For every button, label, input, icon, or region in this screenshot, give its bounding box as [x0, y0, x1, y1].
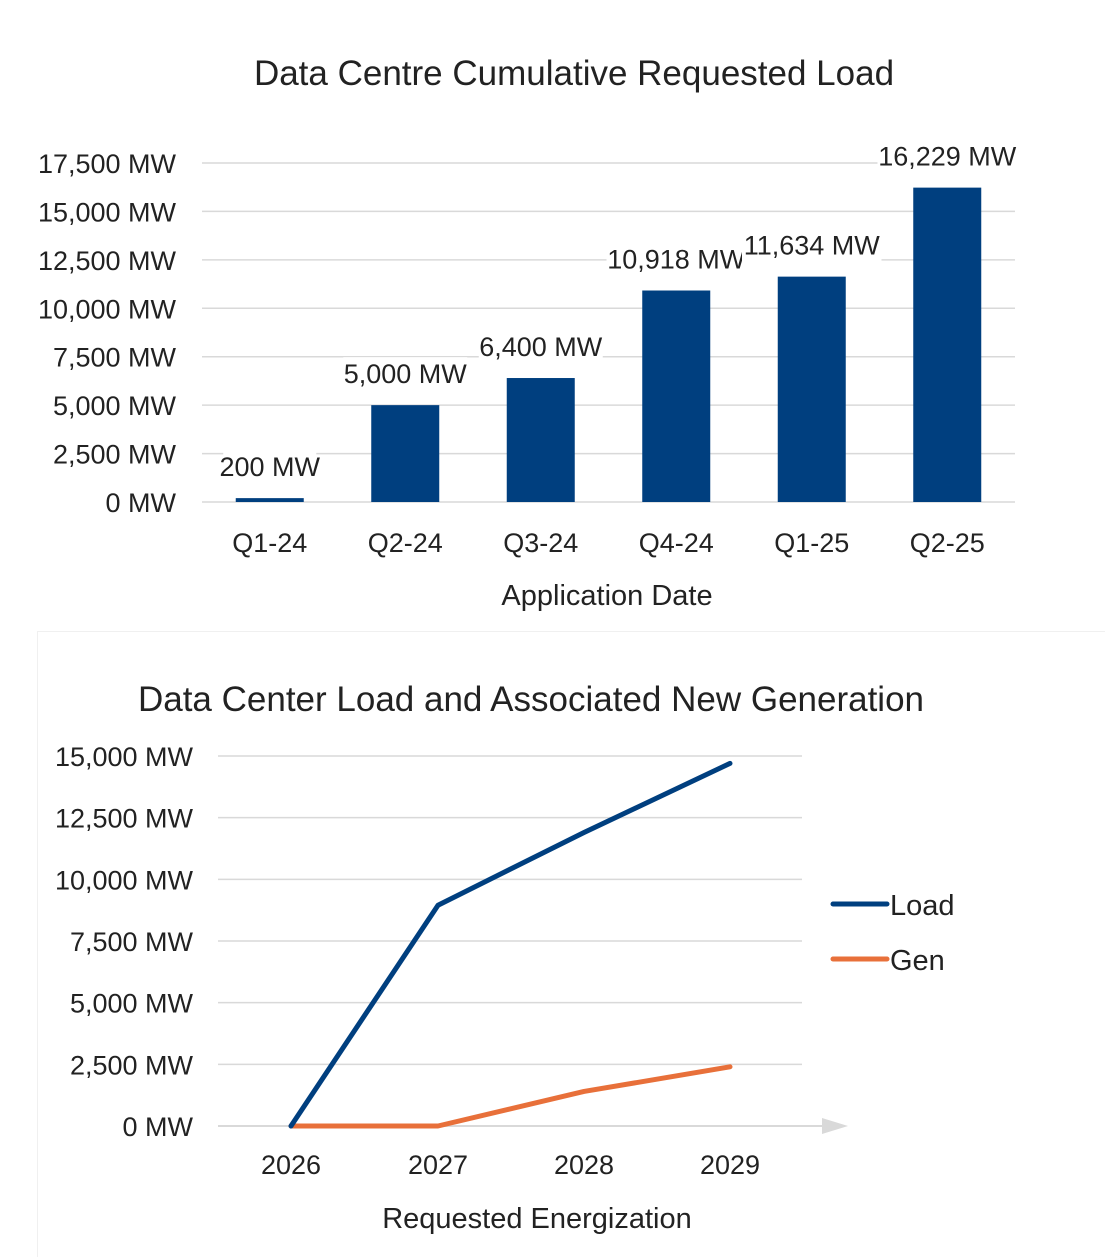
chart-1-data-label-bg: [223, 450, 317, 485]
chart-1-y-tick-label: 17,500 MW: [38, 149, 177, 179]
chart-2-y-tick-label: 12,500 MW: [55, 804, 194, 834]
chart-1-title: Data Centre Cumulative Requested Load: [254, 54, 894, 93]
chart-2-y-tick-label: 2,500 MW: [70, 1050, 194, 1080]
chart-1-data-label: 5,000 MW: [344, 359, 468, 389]
chart-1-y-tick-label: 0 MW: [106, 488, 177, 518]
chart-1-x-axis: Q1-24 Q2-24 Q3-24 Q4-24 Q1-25 Q2-25: [232, 528, 985, 558]
line-chart: Data Center Load and Associated New Gene…: [55, 680, 955, 1235]
chart-2-series-line-load: [288, 760, 733, 1129]
chart-2-panel: [38, 632, 1106, 1258]
chart-2-series: [288, 760, 733, 1129]
chart-1-bar: [235, 498, 304, 502]
chart-1-x-tick-label: Q2-24: [368, 528, 443, 558]
chart-2-x-axis: 2026 2027 2028 2029: [261, 1150, 760, 1180]
chart-2-series-line-gen: [288, 1064, 733, 1129]
chart-1-bars: [235, 187, 982, 502]
chart-1-data-label-bg: [606, 242, 746, 277]
chart-2-x-tick-label: 2027: [408, 1150, 468, 1180]
chart-2-legend: Load Gen: [830, 890, 955, 977]
chart-1-y-tick-label: 5,000 MW: [53, 391, 177, 421]
chart-2-y-tick-label: 7,500 MW: [70, 927, 194, 957]
chart-1-y-tick-label: 15,000 MW: [38, 197, 177, 227]
chart-1-gridlines: [202, 162, 1015, 503]
legend-label-load: Load: [890, 890, 955, 922]
chart-1-x-tick-label: Q1-25: [774, 528, 849, 558]
chart-2-x-axis-arrow: [822, 1118, 848, 1134]
chart-2-x-tick-label: 2029: [700, 1150, 760, 1180]
chart-2-x-tick-label: 2026: [261, 1150, 321, 1180]
chart-1-y-tick-label: 12,500 MW: [38, 246, 177, 276]
chart-1-x-tick-label: Q4-24: [639, 528, 714, 558]
chart-1-data-label: 11,634 MW: [744, 231, 881, 261]
chart-2-y-tick-label: 15,000 MW: [55, 742, 194, 772]
chart-1-bar: [642, 290, 711, 502]
chart-1-bar: [777, 276, 846, 502]
chart-2-x-tick-label: 2028: [554, 1150, 614, 1180]
chart-2-x-axis-label: Requested Energization: [382, 1203, 692, 1235]
chart-2-title: Data Center Load and Associated New Gene…: [138, 680, 924, 719]
chart-1-data-label: 10,918 MW: [607, 245, 746, 275]
chart-1-y-tick-label: 10,000 MW: [38, 294, 177, 324]
legend-label-gen: Gen: [890, 945, 945, 977]
chart-1-bar: [371, 405, 440, 502]
chart-1-data-label: 16,229 MW: [878, 142, 1017, 172]
bar-chart: Data Centre Cumulative Requested Load 0 …: [38, 54, 1017, 612]
chart-1-x-tick-label: Q1-24: [232, 528, 307, 558]
chart-1-data-label: 200 MW: [219, 452, 320, 482]
chart-1-x-tick-label: Q3-24: [503, 528, 578, 558]
chart-1-bar: [506, 378, 575, 502]
chart-1-data-label: 6,400 MW: [479, 332, 603, 362]
chart-2-y-tick-label: 10,000 MW: [55, 865, 194, 895]
chart-1-bar: [913, 187, 982, 502]
chart-1-y-axis: 0 MW 2,500 MW 5,000 MW 7,500 MW 10,000 MW 12,…: [38, 149, 177, 518]
chart-1-y-tick-label: 2,500 MW: [53, 440, 177, 470]
chart-1-data-label-bg: [877, 139, 1017, 174]
chart-1-x-tick-label: Q2-25: [910, 528, 985, 558]
chart-2-y-tick-label: 0 MW: [123, 1112, 194, 1142]
chart-1-data-label-bg: [478, 330, 603, 365]
chart-2-y-tick-label: 5,000 MW: [70, 989, 194, 1019]
chart-1-x-axis-label: Application Date: [501, 580, 712, 612]
chart-2-gridlines: [218, 755, 848, 1134]
chart-1-data-label-bg: [742, 228, 882, 263]
chart-1-y-tick-label: 7,500 MW: [53, 343, 177, 373]
chart-2-y-axis: 0 MW 2,500 MW 5,000 MW 7,500 MW 10,000 MW 12,…: [55, 742, 194, 1142]
chart-1-data-label-bg: [343, 357, 468, 392]
